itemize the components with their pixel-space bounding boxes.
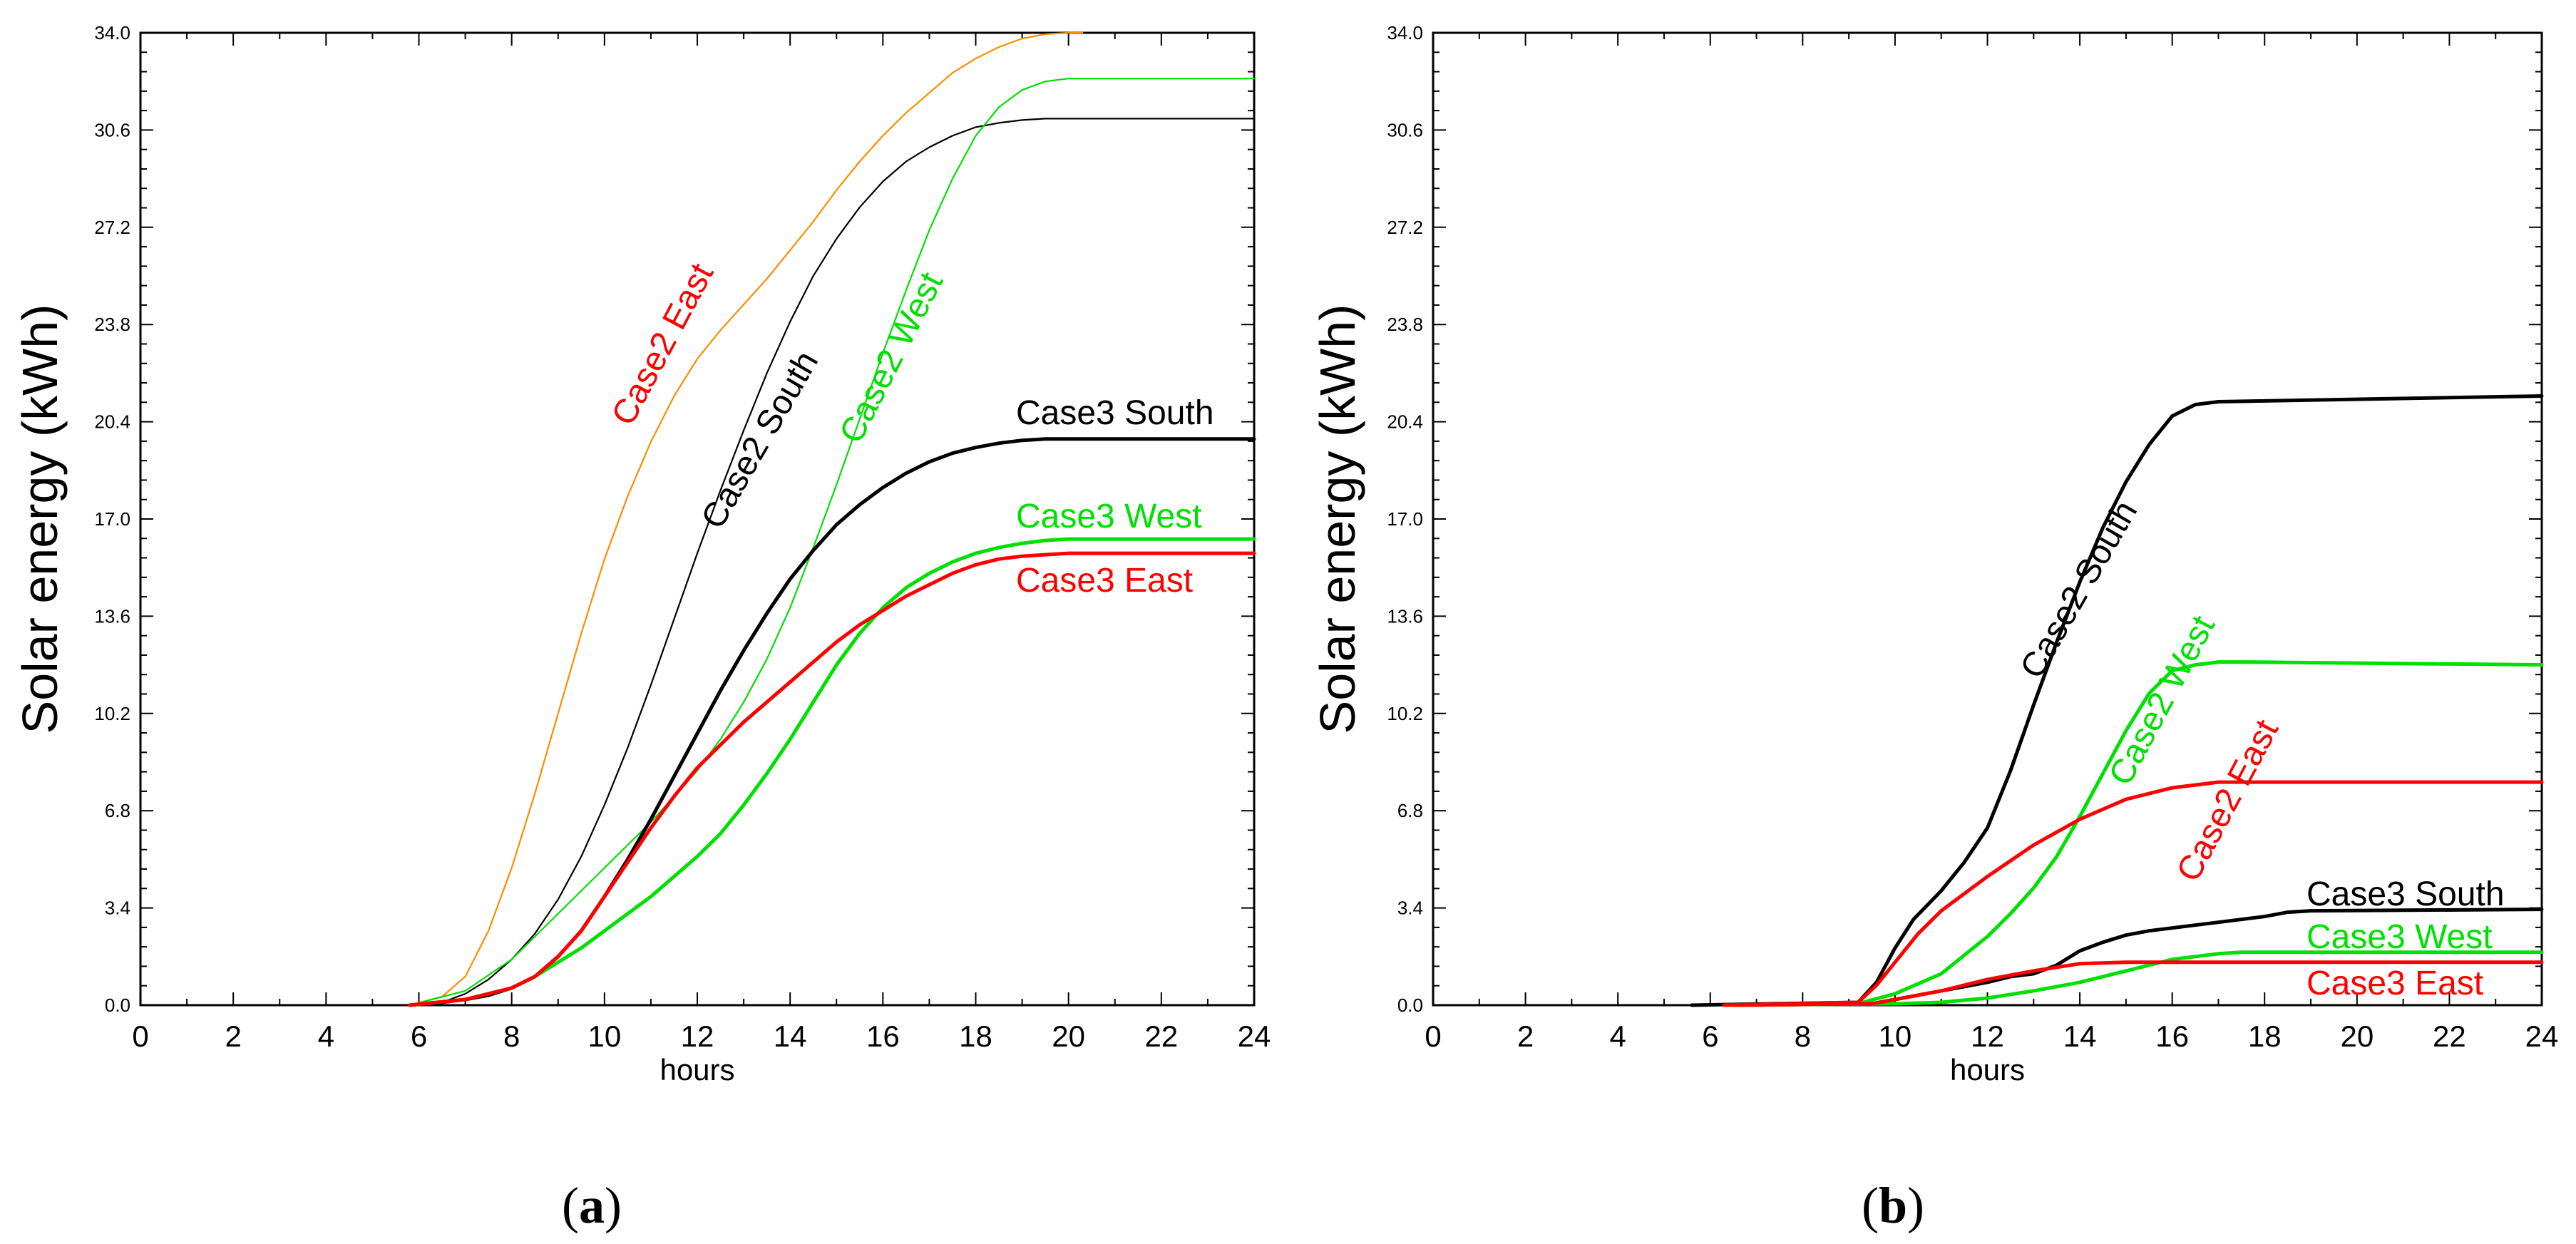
- series-line-case2-west: [1722, 660, 2544, 1007]
- x-tick-label: 18: [2248, 1019, 2282, 1053]
- y-tick-label: 17.0: [94, 508, 130, 530]
- x-tick-label: 24: [2525, 1019, 2559, 1053]
- x-tick-label: 0: [1425, 1019, 1441, 1053]
- series-label-case3-south: Case3 South: [2306, 875, 2505, 913]
- series-line-case2-south: [409, 118, 1256, 1007]
- x-tick-label: 14: [774, 1019, 807, 1053]
- y-tick-label: 20.4: [94, 411, 130, 433]
- y-axis-label: Solar energy (kWh): [12, 304, 68, 734]
- y-tick-label: 10.2: [1387, 703, 1423, 724]
- y-tick-label: 10.2: [94, 703, 130, 724]
- series-line-case2-west: [409, 78, 1256, 1007]
- y-tick-label: 27.2: [1387, 217, 1423, 238]
- x-tick-label: 14: [2063, 1019, 2097, 1053]
- x-tick-label: 16: [866, 1019, 900, 1053]
- x-tick-label: 0: [132, 1019, 148, 1053]
- x-tick-label: 4: [1609, 1019, 1626, 1053]
- y-tick-label: 34.0: [1387, 22, 1423, 43]
- plot-frame: [1432, 31, 2543, 1007]
- x-axis-label: hours: [1950, 1053, 2025, 1086]
- y-tick-label: 34.0: [94, 22, 130, 43]
- x-tick-label: 6: [1702, 1019, 1718, 1053]
- series-label-case2-south: Case2 South: [694, 345, 826, 535]
- series-line-case3-west: [408, 537, 1256, 1007]
- y-tick-label: 23.8: [94, 314, 130, 335]
- x-tick-label: 2: [1517, 1019, 1534, 1053]
- x-tick-label: 4: [318, 1019, 334, 1053]
- series-label-case2-west: Case2 West: [2102, 610, 2222, 791]
- series-label-case2-west: Case2 West: [833, 267, 951, 449]
- series-line-case2-south: [1690, 394, 2544, 1007]
- y-tick-label: 13.6: [94, 605, 130, 627]
- y-tick-label: 30.6: [94, 119, 130, 140]
- series-label-case3-south: Case3 South: [1016, 394, 1214, 432]
- y-tick-label: 23.8: [1387, 314, 1423, 335]
- y-tick-label: 3.4: [105, 898, 130, 919]
- x-tick-label: 8: [503, 1019, 520, 1053]
- y-tick-label: 13.6: [1387, 605, 1423, 627]
- series-label-case3-west: Case3 West: [2306, 918, 2493, 956]
- x-tick-label: 22: [2433, 1019, 2466, 1053]
- series-line-case2-east: [1722, 780, 2544, 1007]
- chart-panel-a: 0.0 3.4 6.8 10.2 13.6 17.0 20.4 23.8 27.2 30.6 34.…: [12, 22, 1271, 1234]
- x-tick-label: 20: [2340, 1019, 2374, 1053]
- x-tick-label: 12: [681, 1019, 714, 1053]
- panel-caption: (b): [1862, 1177, 1924, 1234]
- panel-caption: (a): [562, 1177, 622, 1234]
- x-tick-label: 20: [1052, 1019, 1085, 1053]
- series-label-case3-east: Case3 East: [1016, 562, 1193, 600]
- x-tick-label: 8: [1795, 1019, 1811, 1053]
- series-label-case2-south: Case2 South: [2013, 495, 2145, 685]
- series-label-case3-east: Case3 East: [2306, 965, 2483, 1002]
- y-tick-label: 27.2: [94, 217, 130, 238]
- y-tick-label: 17.0: [1387, 508, 1423, 530]
- x-tick-label: 2: [225, 1019, 241, 1053]
- series-line-case3-west: [1731, 950, 2544, 1007]
- y-tick-label: 30.6: [1387, 119, 1423, 140]
- y-tick-label: 6.8: [105, 800, 130, 821]
- x-tick-label: 22: [1144, 1019, 1178, 1053]
- x-tick-label: 18: [959, 1019, 992, 1053]
- x-tick-label: 24: [1238, 1019, 1271, 1053]
- chart-panel-b: 0.0 3.4 6.8 10.2 13.6 17.0 20.4 23.8 27.2 30.6 34.…: [1310, 22, 2558, 1234]
- series-line-case3-east: [408, 551, 1256, 1007]
- x-axis-label: hours: [660, 1053, 734, 1086]
- y-tick-label: 6.8: [1397, 800, 1423, 821]
- y-tick-label: 3.4: [1397, 898, 1423, 919]
- series-label-case2-east: Case2 East: [605, 257, 721, 431]
- x-tick-label: 10: [587, 1019, 621, 1053]
- x-tick-label: 10: [1879, 1019, 1912, 1053]
- y-tick-label: 0.0: [1397, 994, 1423, 1016]
- x-tick-label: 6: [411, 1019, 427, 1053]
- y-tick-label: 20.4: [1387, 411, 1423, 433]
- y-axis-label: Solar energy (kWh): [1310, 304, 1365, 734]
- series-label-case3-west: Case3 West: [1016, 498, 1202, 535]
- series-label-case2-east: Case2 East: [2170, 714, 2286, 888]
- series-line-case2-east: [409, 31, 1084, 1007]
- y-tick-label: 0.0: [105, 994, 130, 1016]
- x-tick-label: 12: [1971, 1019, 2004, 1053]
- x-tick-label: 16: [2155, 1019, 2189, 1053]
- series-line-case3-east: [1731, 960, 2544, 1007]
